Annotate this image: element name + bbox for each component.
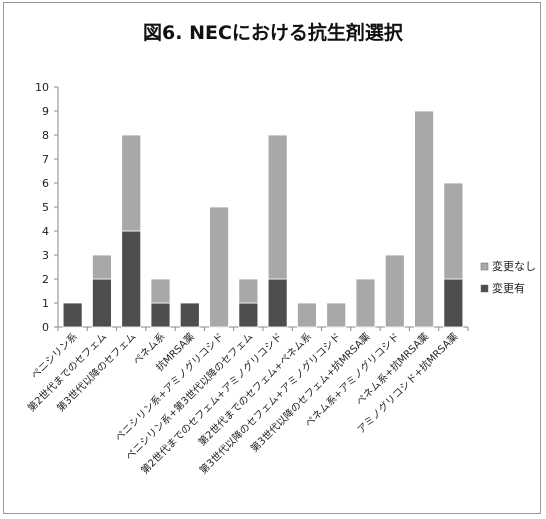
bar-unchanged-12 [414, 110, 434, 328]
bar-unchanged-2 [121, 134, 142, 232]
y-tick-label: 3 [42, 249, 49, 262]
legend-swatch-changed [480, 284, 489, 293]
y-tick-label: 1 [42, 297, 49, 310]
bar-changed-1 [92, 278, 112, 328]
bar-unchanged-9 [326, 302, 347, 328]
y-tick-label: 0 [42, 321, 49, 334]
y-tick-label: 10 [35, 81, 49, 94]
y-tick-label: 8 [42, 129, 49, 142]
bar-unchanged-8 [297, 302, 317, 328]
chart-title: 図6. NECにおける抗生剤選択 [143, 22, 403, 44]
legend-label-changed: 変更有 [492, 281, 525, 295]
x-tick-label: アミノグリコシド+抗MRSA薬 [354, 330, 460, 436]
bar-unchanged-1 [92, 254, 112, 280]
bar-changed-6 [238, 302, 259, 328]
bar-changed-7 [267, 278, 288, 328]
bar-unchanged-3 [150, 278, 171, 304]
bar-unchanged-11 [384, 254, 405, 328]
bar-unchanged-6 [238, 278, 259, 304]
legend-swatch-unchanged [480, 262, 489, 271]
bar-unchanged-5 [209, 206, 229, 328]
bar-unchanged-13 [443, 182, 464, 280]
y-tick-label: 5 [42, 201, 49, 214]
y-tick-label: 4 [42, 225, 49, 238]
bar-changed-4 [179, 302, 200, 328]
bar-changed-3 [150, 302, 171, 328]
bar-changed-13 [443, 278, 464, 328]
bar-unchanged-10 [355, 278, 376, 328]
y-tick-label: 7 [42, 153, 49, 166]
bar-changed-2 [121, 230, 142, 328]
bar-changed-0 [62, 302, 83, 328]
y-tick-label: 2 [42, 273, 49, 286]
bar-unchanged-7 [267, 134, 288, 280]
y-tick-label: 6 [42, 177, 49, 190]
y-tick-label: 9 [42, 105, 49, 118]
legend-label-unchanged: 変更なし [492, 259, 536, 273]
